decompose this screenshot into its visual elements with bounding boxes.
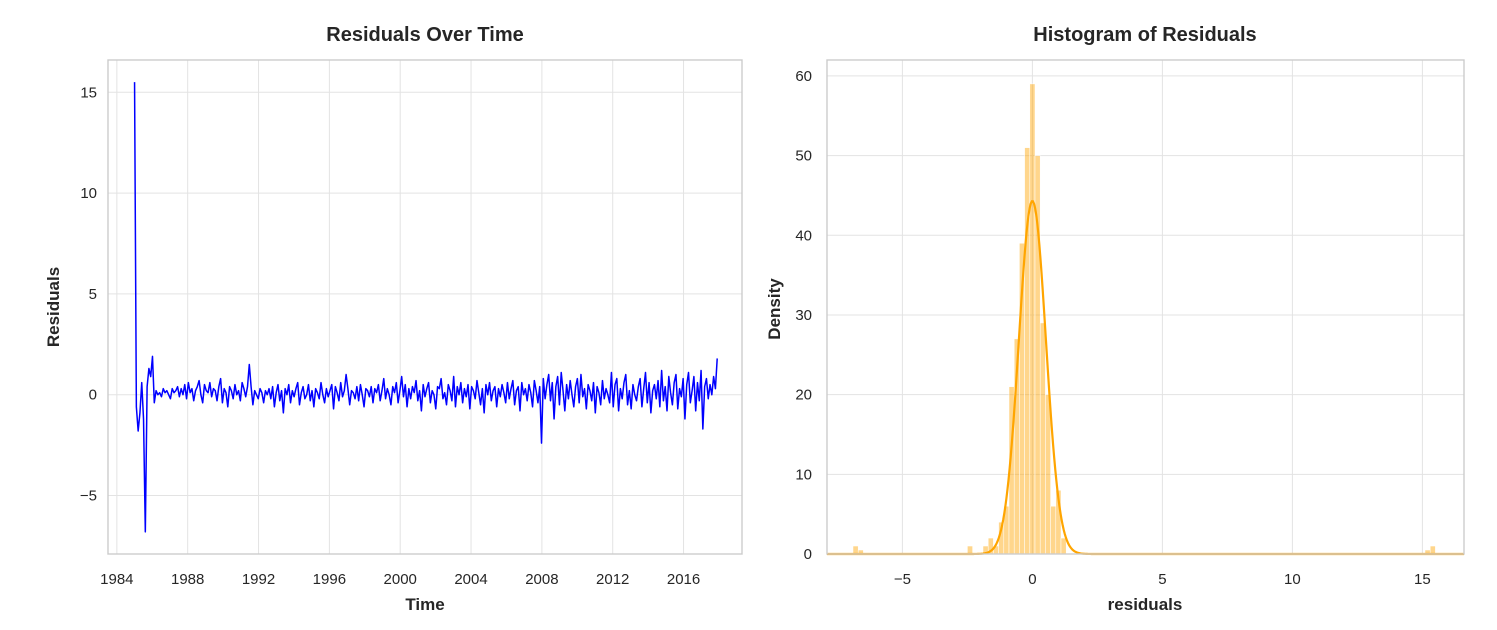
residuals-line xyxy=(133,82,718,533)
x-tick-label: 2012 xyxy=(596,571,629,588)
line-chart-plot xyxy=(133,82,718,533)
y-tick-label: 30 xyxy=(795,307,812,324)
x-axis-label: Time xyxy=(405,595,444,614)
y-tick-label: 0 xyxy=(89,387,97,404)
y-tick-label: 50 xyxy=(795,148,812,165)
y-tick-label: 10 xyxy=(80,185,97,202)
x-tick-labels: −5 0 5 10 15 xyxy=(894,571,1431,588)
line-chart-frame xyxy=(107,59,743,555)
histogram-bar xyxy=(1045,394,1051,555)
histogram-bar xyxy=(1060,537,1067,555)
histogram-frame xyxy=(826,59,1465,555)
chart-title: Histogram of Residuals xyxy=(1033,24,1256,46)
histogram-bar xyxy=(1029,83,1036,555)
y-axis-label: Density xyxy=(765,278,784,340)
histogram-plot xyxy=(827,83,1464,556)
y-tick-label: 10 xyxy=(795,466,812,483)
x-tick-label: 2016 xyxy=(667,571,700,588)
y-tick-label: 15 xyxy=(80,84,97,101)
x-tick-labels: 1984 1988 1992 1996 2000 2004 2008 2012 … xyxy=(100,571,700,588)
y-tick-label: 20 xyxy=(795,387,812,404)
histogram-bar xyxy=(1050,505,1057,555)
x-tick-label: 5 xyxy=(1158,571,1166,588)
histogram-grid xyxy=(827,60,1464,555)
x-tick-label: 1992 xyxy=(242,571,275,588)
x-tick-label: 2004 xyxy=(454,571,487,588)
y-tick-label: 0 xyxy=(804,546,812,563)
x-tick-label: 1996 xyxy=(313,571,346,588)
histogram-bar xyxy=(1039,322,1046,555)
x-tick-label: 2008 xyxy=(525,571,558,588)
y-tick-label: 5 xyxy=(89,286,97,303)
x-tick-label: 10 xyxy=(1284,571,1301,588)
y-tick-label: −5 xyxy=(80,488,97,505)
x-tick-label: 0 xyxy=(1028,571,1036,588)
kde-curve xyxy=(827,200,1464,556)
line-chart-grid xyxy=(108,60,742,554)
x-tick-label: 1984 xyxy=(100,571,133,588)
y-tick-label: 60 xyxy=(795,68,812,85)
y-tick-label: 40 xyxy=(795,227,812,244)
histogram-bar xyxy=(967,545,973,555)
histogram-bar xyxy=(1429,545,1436,555)
chart-title: Residuals Over Time xyxy=(326,24,524,46)
x-tick-label: 1988 xyxy=(171,571,204,588)
y-tick-labels: 0 10 20 30 40 50 60 xyxy=(795,68,812,563)
y-tick-labels: 15 10 5 0 −5 xyxy=(80,84,97,504)
x-axis-label: residuals xyxy=(1108,595,1183,614)
line-chart: Residuals Over Time 1984 1988 1992 1996 … xyxy=(44,24,743,614)
y-axis-label: Residuals xyxy=(44,267,63,347)
histogram-bar xyxy=(852,545,859,555)
histogram-chart: Histogram of Residuals −5 0 5 10 15 0 10… xyxy=(765,24,1465,614)
x-tick-label: 2000 xyxy=(384,571,417,588)
x-tick-label: −5 xyxy=(894,571,911,588)
x-tick-label: 15 xyxy=(1414,571,1431,588)
